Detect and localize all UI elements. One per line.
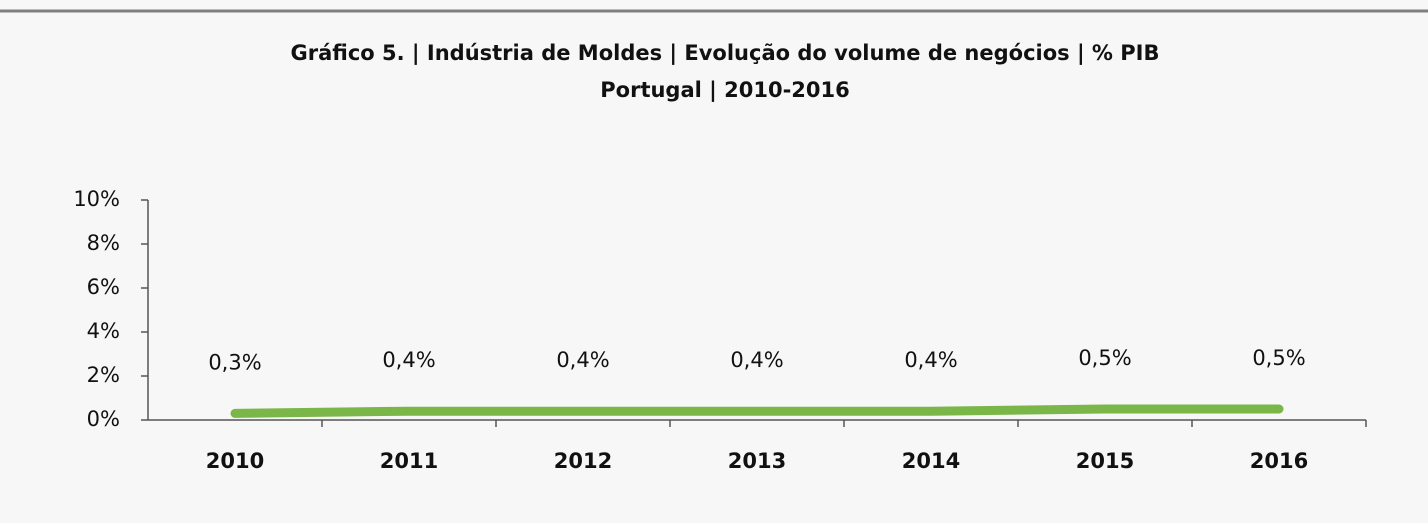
data-label: 0,4% (730, 348, 783, 372)
y-tick-label: 6% (87, 275, 120, 299)
x-tick-label: 2010 (206, 449, 264, 473)
line (230, 404, 1284, 418)
x-tick-label: 2015 (1076, 449, 1134, 473)
data-label: 0,3% (208, 350, 261, 374)
data-label: 0,4% (556, 348, 609, 372)
y-tick-label: 2% (87, 363, 120, 387)
data-label: 0,5% (1078, 346, 1131, 370)
x-tick-label: 2013 (728, 449, 786, 473)
data-label: 0,4% (904, 348, 957, 372)
data-label: 0,4% (382, 348, 435, 372)
y-tick-label: 4% (87, 319, 120, 343)
chart-subtitle: Portugal | 2010-2016 (600, 78, 849, 103)
y-tick-label: 0% (87, 407, 120, 431)
x-tick-label: 2011 (380, 449, 438, 473)
x-tick-label: 2016 (1250, 449, 1308, 473)
x-tick-label: 2014 (902, 449, 960, 473)
chart-title: Gráfico 5. | Indústria de Moldes | Evolu… (291, 41, 1160, 66)
x-tick-label: 2012 (554, 449, 612, 473)
y-tick-label: 8% (87, 231, 120, 255)
data-label: 0,5% (1252, 346, 1305, 370)
y-tick-label: 10% (73, 187, 120, 211)
